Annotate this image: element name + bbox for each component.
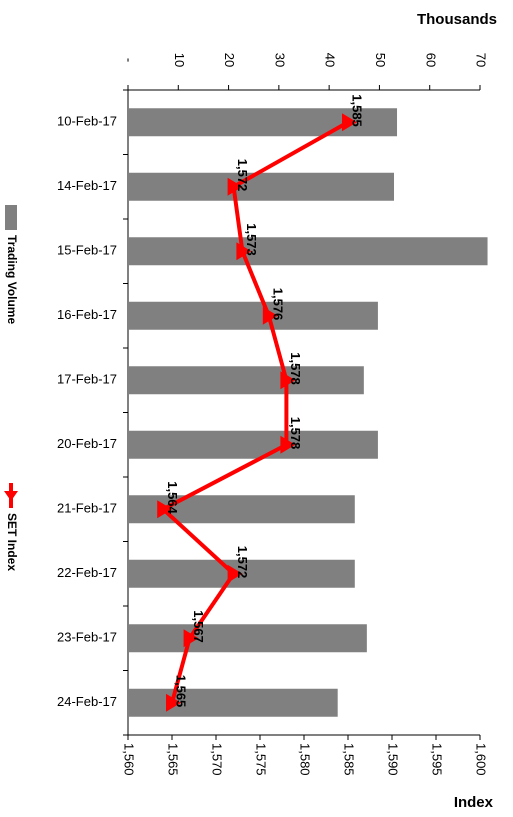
y-tick-label: 60 — [423, 53, 438, 67]
y2-tick-label: 1,560 — [122, 743, 137, 776]
bar — [128, 688, 338, 717]
marker — [183, 629, 199, 648]
y-tick-label: - — [122, 58, 137, 62]
y2-tick-label: 1,575 — [254, 743, 269, 776]
data-label: 1,585 — [350, 94, 365, 127]
marker — [236, 242, 252, 261]
y-tick-label: 70 — [474, 53, 489, 67]
y-axis-title: Thousands — [417, 11, 497, 28]
marker — [342, 113, 357, 132]
y2-tick-label: 1,580 — [298, 743, 313, 776]
y2-tick-label: 1,570 — [210, 743, 225, 776]
bar — [128, 624, 367, 653]
category-label: 24-Feb-17 — [57, 694, 117, 709]
y-tick-label: 50 — [373, 53, 388, 67]
y2-tick-label: 1,565 — [166, 743, 181, 776]
bar — [128, 430, 378, 459]
bar — [128, 237, 488, 266]
marker — [280, 371, 296, 390]
data-label: 1,576 — [270, 288, 285, 321]
y2-tick-label: 1,585 — [342, 743, 357, 776]
category-label: 23-Feb-17 — [57, 630, 117, 645]
legend-label: Trading Volume — [5, 235, 19, 324]
marker — [262, 306, 278, 325]
y-tick-label: 40 — [323, 53, 338, 67]
data-label: 1,572 — [235, 546, 250, 579]
category-label: 15-Feb-17 — [57, 243, 117, 258]
line — [159, 120, 349, 704]
marker — [227, 177, 243, 196]
y2-axis-title: Index — [454, 794, 494, 811]
data-label: 1,578 — [288, 417, 303, 450]
category-label: 10-Feb-17 — [57, 114, 117, 129]
data-label: 1,573 — [244, 223, 259, 256]
bar — [128, 366, 364, 395]
marker — [166, 693, 181, 712]
data-label: 1,567 — [191, 610, 206, 643]
y-tick-label: 30 — [272, 53, 287, 67]
category-label: 17-Feb-17 — [57, 372, 117, 387]
y2-tick-label: 1,595 — [430, 743, 445, 776]
y-tick-label: 10 — [172, 53, 187, 67]
category-label: 22-Feb-17 — [57, 565, 117, 580]
marker — [157, 500, 173, 519]
bar — [128, 172, 395, 201]
category-label: 16-Feb-17 — [57, 307, 117, 322]
legend-swatch — [5, 205, 17, 230]
category-label: 14-Feb-17 — [57, 178, 117, 193]
marker — [227, 564, 243, 583]
data-label: 1,572 — [235, 159, 250, 192]
category-label: 20-Feb-17 — [57, 436, 117, 451]
legend-swatch — [4, 491, 18, 501]
bar — [128, 301, 378, 330]
y2-tick-label: 1,600 — [474, 743, 489, 776]
data-label: 1,564 — [165, 481, 180, 514]
y2-tick-label: 1,590 — [386, 743, 401, 776]
y-tick-label: 20 — [222, 53, 237, 67]
legend-label: SET Index — [5, 513, 19, 571]
data-label: 1,578 — [288, 352, 303, 385]
data-label: 1,565 — [174, 675, 189, 708]
marker — [280, 435, 296, 454]
category-label: 21-Feb-17 — [57, 501, 117, 516]
